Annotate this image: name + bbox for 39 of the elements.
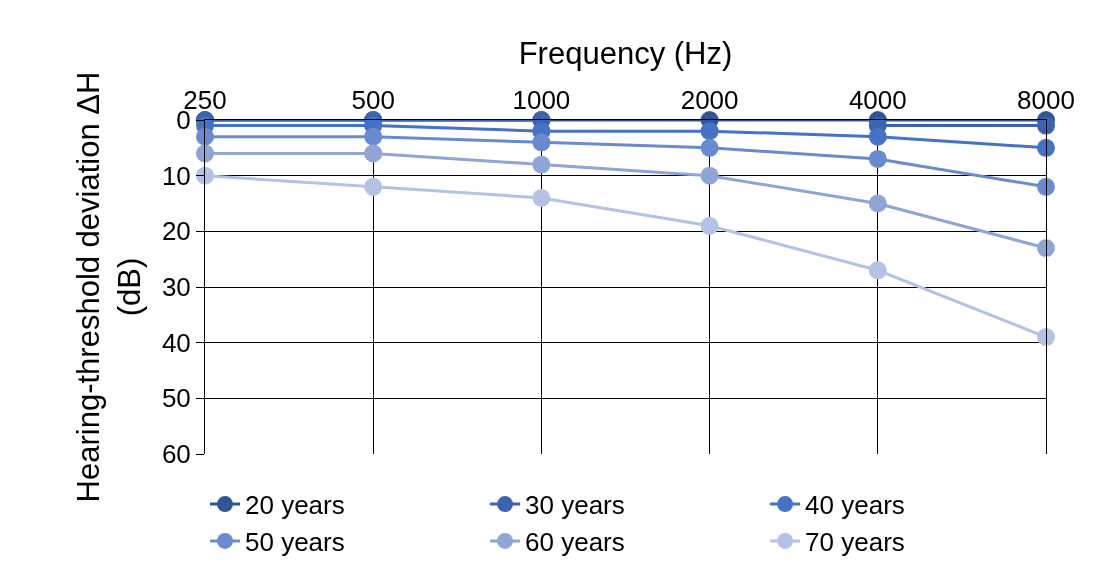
legend-label: 70 years	[805, 527, 905, 558]
y-tick-label: 40	[161, 327, 191, 358]
point	[532, 155, 551, 174]
point	[196, 127, 214, 146]
x-axis-title: Frequency (Hz)	[518, 36, 733, 72]
point	[700, 216, 719, 235]
point	[364, 127, 383, 146]
point	[1037, 239, 1055, 258]
point	[700, 166, 719, 185]
point	[364, 144, 383, 163]
y-tick-label: 20	[161, 216, 191, 247]
legend-label: 20 years	[245, 490, 345, 521]
y-tick-label: 60	[161, 439, 191, 470]
x-tick-label: 2000	[680, 84, 739, 115]
legend-label: 40 years	[805, 490, 905, 521]
point	[868, 261, 887, 280]
point	[868, 127, 887, 146]
point	[532, 188, 551, 207]
point	[868, 194, 887, 213]
point	[1037, 177, 1055, 196]
x-tick-label: 4000	[848, 84, 907, 115]
legend-label: 60 years	[525, 527, 625, 558]
x-tick-label: 8000	[1017, 84, 1075, 115]
y-tick-label: 10	[161, 160, 191, 191]
legend-label: 30 years	[525, 490, 625, 521]
x-tick-label: 1000	[512, 84, 571, 115]
y-axis-title: Hearing-threshold deviation ΔH (dB)	[71, 71, 147, 503]
point	[700, 122, 719, 141]
point	[364, 177, 383, 196]
x-tick-label: 500	[351, 84, 395, 115]
legend-label: 50 years	[245, 527, 345, 558]
point	[196, 144, 214, 163]
point	[1037, 328, 1055, 347]
point	[1037, 138, 1055, 157]
y-tick-label: 30	[161, 272, 191, 303]
y-tick-label: 50	[161, 383, 191, 414]
point	[532, 133, 551, 152]
point	[700, 138, 719, 157]
point	[868, 149, 887, 168]
